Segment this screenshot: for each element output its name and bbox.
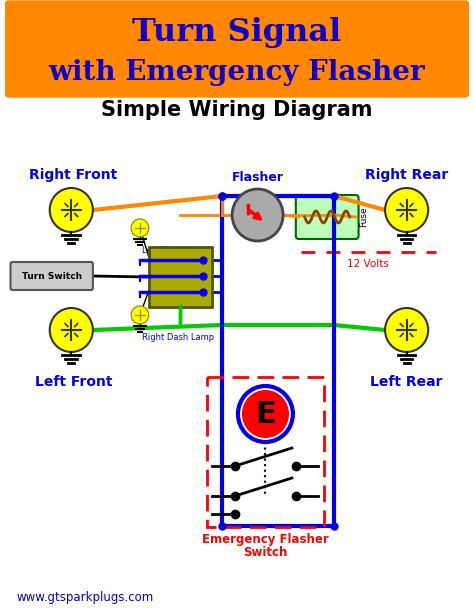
Text: Turn Signal: Turn Signal [132, 17, 342, 47]
Text: Left Front: Left Front [35, 375, 112, 389]
FancyBboxPatch shape [10, 262, 93, 290]
Text: E: E [255, 400, 276, 428]
Circle shape [242, 390, 289, 438]
Text: Emergency Flasher: Emergency Flasher [202, 533, 329, 547]
Text: Left Dash Lamp: Left Dash Lamp [142, 245, 208, 254]
Circle shape [131, 219, 149, 237]
Text: Fuse: Fuse [360, 207, 369, 227]
Text: Left Rear: Left Rear [370, 375, 443, 389]
Text: Right Dash Lamp: Right Dash Lamp [142, 332, 214, 341]
FancyBboxPatch shape [296, 195, 358, 239]
FancyBboxPatch shape [6, 1, 468, 97]
Text: Right Front: Right Front [29, 168, 118, 182]
Circle shape [385, 188, 428, 232]
Circle shape [50, 188, 93, 232]
Text: Turn Switch: Turn Switch [22, 272, 82, 281]
Text: www.gtsparkplugs.com: www.gtsparkplugs.com [17, 592, 154, 604]
Circle shape [50, 308, 93, 352]
Text: Right Rear: Right Rear [365, 168, 448, 182]
Text: 12 Volts: 12 Volts [347, 259, 389, 269]
Circle shape [232, 189, 283, 241]
Circle shape [131, 306, 149, 324]
Text: Flasher: Flasher [232, 170, 283, 183]
Circle shape [238, 386, 293, 442]
Circle shape [385, 308, 428, 352]
Text: with Emergency Flasher: with Emergency Flasher [49, 58, 425, 85]
FancyBboxPatch shape [149, 247, 211, 307]
Text: Simple Wiring Diagram: Simple Wiring Diagram [101, 100, 373, 120]
Text: Switch: Switch [243, 547, 288, 560]
